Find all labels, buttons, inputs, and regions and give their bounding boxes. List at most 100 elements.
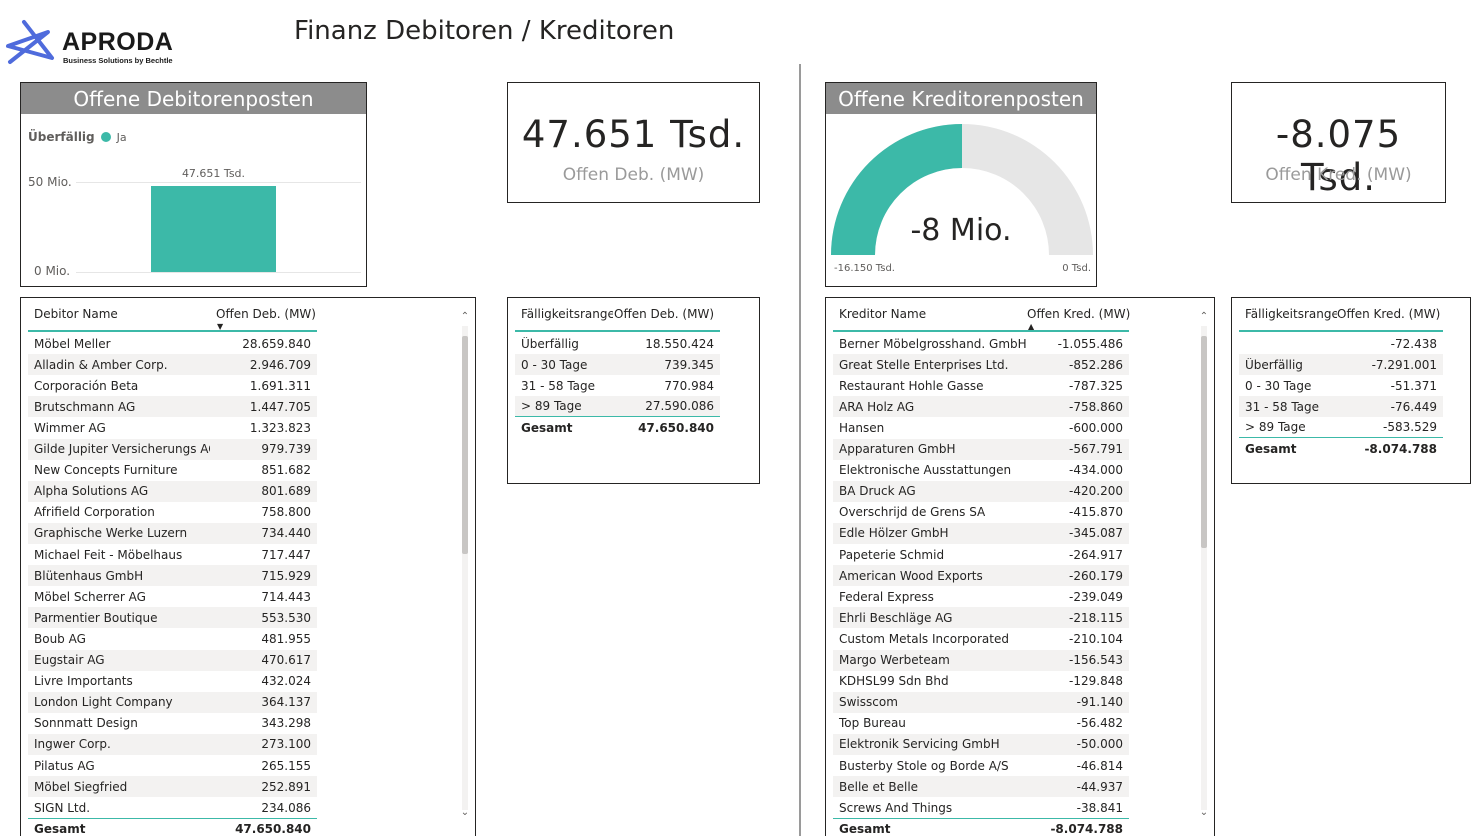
col-header-offen-deb[interactable]: Offen Deb. (MW) [614, 307, 714, 321]
table-row[interactable]: Elektronik Servicing GmbH -50.000 [833, 733, 1129, 755]
scroll-track[interactable] [462, 326, 468, 810]
table-row[interactable]: Blütenhaus GmbH 715.929 [28, 565, 317, 587]
col-header-offen-kred[interactable]: Offen Kred. (MW) [1337, 307, 1441, 321]
table-row[interactable]: Busterby Stole og Borde A/S -46.814 [833, 755, 1129, 776]
table-row[interactable]: Screws And Things -38.841 [833, 797, 1129, 818]
scroll-down-icon[interactable]: ⌄ [460, 807, 470, 818]
table-row[interactable]: Overschrijd de Grens SA -415.870 [833, 502, 1129, 523]
cell-name: Überfällig [1245, 357, 1303, 372]
table-row[interactable]: SIGN Ltd. 234.086 [28, 797, 317, 818]
scroll-thumb[interactable] [462, 336, 468, 554]
scroll-down-icon[interactable]: ⌄ [1199, 807, 1209, 818]
table-row[interactable]: Hansen -600.000 [833, 417, 1129, 438]
cell-name: Blütenhaus GmbH [34, 568, 144, 583]
table-row[interactable]: Great Stelle Enterprises Ltd. -852.286 [833, 354, 1129, 376]
table-row[interactable]: -72.438 [1239, 333, 1443, 354]
table-row[interactable]: London Light Company 364.137 [28, 691, 317, 713]
table-row[interactable]: Möbel Siegfried 252.891 [28, 776, 317, 798]
table-row[interactable]: Gilde Jupiter Versicherungs AG 979.739 [28, 438, 317, 460]
sort-asc-icon[interactable]: ▲ [1028, 322, 1035, 331]
table-row[interactable]: Alpha Solutions AG 801.689 [28, 480, 317, 502]
kred-range-table-panel[interactable]: Fälligkeitsrange Offen Kred. (MW) -72.43… [1231, 297, 1471, 484]
table-row[interactable]: Ehrli Beschläge AG -218.115 [833, 607, 1129, 629]
table-row[interactable]: Möbel Meller 28.659.840 [28, 333, 317, 354]
table-row[interactable]: Michael Feit - Möbelhaus 717.447 [28, 544, 317, 565]
cell-name: New Concepts Furniture [34, 463, 178, 478]
table-row[interactable]: Boub AG 481.955 [28, 628, 317, 649]
deb-chart-panel[interactable]: Offene Debitorenposten Überfällig Ja 50 … [20, 82, 367, 287]
table-row[interactable]: Eugstair AG 470.617 [28, 649, 317, 671]
table-row[interactable]: Belle et Belle -44.937 [833, 776, 1129, 798]
table-row[interactable]: > 89 Tage -583.529 [1239, 417, 1443, 439]
cell-name: Elektronik Servicing GmbH [839, 737, 1000, 752]
table-row[interactable]: Corporación Beta 1.691.311 [28, 375, 317, 396]
kred-table-panel[interactable]: Kreditor Name Offen Kred. (MW) ▲ Berner … [825, 297, 1215, 836]
cell-name: American Wood Exports [839, 568, 983, 583]
table-row[interactable]: Überfällig -7.291.001 [1239, 354, 1443, 376]
scroll-up-icon[interactable]: ⌃ [1199, 311, 1209, 322]
table-row[interactable]: ARA Holz AG -758.860 [833, 396, 1129, 418]
cell-value: 2.946.709 [249, 357, 311, 372]
table-row[interactable]: Afrifield Corporation 758.800 [28, 502, 317, 523]
scroll-thumb[interactable] [1201, 336, 1207, 548]
col-header-kreditor-name[interactable]: Kreditor Name [839, 307, 927, 321]
table-row[interactable]: Edle Hölzer GmbH -345.087 [833, 522, 1129, 544]
cell-name: Livre Importants [34, 674, 133, 689]
cell-value: -239.049 [1069, 589, 1123, 604]
kpi-card-kred[interactable]: -8.075 Tsd. Offen Kred. (MW) [1231, 82, 1446, 203]
col-header-faelligkeitsrange[interactable]: Fälligkeitsrange [521, 307, 613, 321]
table-row[interactable]: Margo Werbeteam -156.543 [833, 649, 1129, 671]
deb-table-panel[interactable]: Debitor Name Offen Deb. (MW) ▼ Möbel Mel… [20, 297, 476, 836]
scroll-track[interactable] [1201, 326, 1207, 810]
table-row[interactable]: Sonnmatt Design 343.298 [28, 713, 317, 734]
table-row[interactable]: Graphische Werke Luzern 734.440 [28, 522, 317, 544]
col-header-faelligkeitsrange[interactable]: Fälligkeitsrange [1245, 307, 1337, 321]
cell-name: Swisscom [839, 695, 898, 710]
table-row[interactable]: Top Bureau -56.482 [833, 713, 1129, 734]
table-row[interactable]: Parmentier Boutique 553.530 [28, 607, 317, 629]
table-row[interactable]: New Concepts Furniture 851.682 [28, 460, 317, 481]
sort-desc-icon[interactable]: ▼ [217, 322, 224, 331]
table-row[interactable]: Wimmer AG 1.323.823 [28, 417, 317, 438]
table-row[interactable]: Ingwer Corp. 273.100 [28, 733, 317, 755]
table-row[interactable]: 31 - 58 Tage -76.449 [1239, 396, 1443, 418]
deb-table-scrollbar[interactable]: ⌃ ⌄ [460, 312, 470, 822]
table-row[interactable]: BA Druck AG -420.200 [833, 480, 1129, 502]
table-row[interactable]: Brutschmann AG 1.447.705 [28, 396, 317, 418]
cell-value: -38.841 [1076, 800, 1123, 815]
cell-name: ARA Holz AG [839, 399, 915, 414]
col-header-offen-kred[interactable]: Offen Kred. (MW) [1027, 307, 1131, 321]
table-row[interactable]: Custom Metals Incorporated -210.104 [833, 628, 1129, 649]
table-row[interactable]: Livre Importants 432.024 [28, 671, 317, 692]
table-row[interactable]: Alladin & Amber Corp. 2.946.709 [28, 354, 317, 376]
table-row[interactable]: Elektronische Ausstattungen -434.000 [833, 460, 1129, 481]
cell-name: Hansen [839, 420, 885, 435]
table-row[interactable]: Pilatus AG 265.155 [28, 755, 317, 776]
col-header-offen-deb[interactable]: Offen Deb. (MW) [216, 307, 316, 321]
chart-bar-ja[interactable] [151, 186, 276, 272]
kred-table-scrollbar[interactable]: ⌃ ⌄ [1199, 312, 1209, 822]
cell-value: 343.298 [261, 716, 311, 731]
deb-range-table-panel[interactable]: Fälligkeitsrange Offen Deb. (MW) Überfäl… [507, 297, 760, 484]
table-row[interactable]: Berner Möbelgrosshand. GmbH -1.055.486 [833, 333, 1129, 354]
table-row[interactable]: KDHSL99 Sdn Bhd -129.848 [833, 671, 1129, 692]
col-header-debitor-name[interactable]: Debitor Name [34, 307, 118, 321]
table-row[interactable]: Möbel Scherrer AG 714.443 [28, 586, 317, 607]
kpi-card-deb[interactable]: 47.651 Tsd. Offen Deb. (MW) [507, 82, 760, 203]
table-row[interactable]: Papeterie Schmid -264.917 [833, 544, 1129, 565]
legend-item[interactable]: Ja [116, 130, 127, 144]
table-row[interactable]: Apparaturen GmbH -567.791 [833, 438, 1129, 460]
table-row[interactable]: 31 - 58 Tage 770.984 [515, 375, 720, 396]
cell-value: 1.447.705 [249, 399, 311, 414]
table-row[interactable]: > 89 Tage 27.590.086 [515, 396, 720, 418]
table-row[interactable]: 0 - 30 Tage -51.371 [1239, 375, 1443, 396]
kred-gauge-panel[interactable]: Offene Kreditorenposten -8 Mio. -16.150 … [825, 82, 1097, 287]
cell-name: Möbel Meller [34, 336, 111, 351]
scroll-up-icon[interactable]: ⌃ [460, 311, 470, 322]
table-row[interactable]: Swisscom -91.140 [833, 691, 1129, 713]
table-row[interactable]: Federal Express -239.049 [833, 586, 1129, 607]
table-row[interactable]: American Wood Exports -260.179 [833, 565, 1129, 587]
table-row[interactable]: 0 - 30 Tage 739.345 [515, 354, 720, 376]
table-row[interactable]: Überfällig 18.550.424 [515, 333, 720, 354]
table-row[interactable]: Restaurant Hohle Gasse -787.325 [833, 375, 1129, 396]
